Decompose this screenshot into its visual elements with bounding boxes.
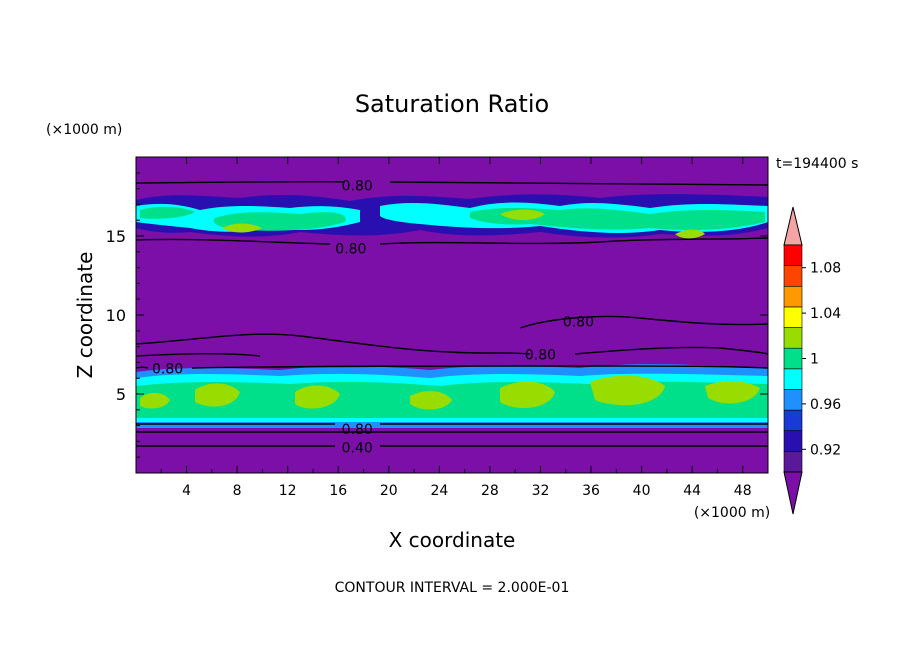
field-bands	[136, 180, 768, 447]
colorbar-band	[783, 409, 803, 432]
colorbar-band	[783, 285, 803, 308]
lower-lime-7	[140, 392, 170, 409]
lower-lime-1	[195, 383, 240, 407]
colorbar-label: 1.04	[810, 306, 841, 322]
colorbar-over-arrow	[783, 206, 803, 246]
colorbar-band	[783, 347, 803, 370]
y-axis: 5 10 15	[106, 172, 768, 458]
contour-interval-note: CONTOUR INTERVAL = 2.000E-01	[335, 580, 570, 596]
x-tick-label: 20	[380, 483, 398, 499]
x-tick-label: 28	[481, 483, 499, 499]
contour-labels: 0.80 0.80 0.80 0.80 0.80 0.80 0.40	[152, 178, 594, 456]
x-tick-label: 32	[532, 483, 550, 499]
upper-lime-1	[222, 223, 262, 233]
time-label: t=194400 s	[776, 156, 858, 172]
contour-label: 0.80	[525, 348, 556, 364]
x-tick-label: 4	[182, 483, 191, 499]
colorbar-band	[783, 327, 803, 349]
contour-label: 0.40	[342, 441, 373, 457]
lower-lime-2	[295, 385, 340, 409]
y-unit-label: (×1000 m)	[46, 122, 122, 138]
contour-label: 0.80	[563, 314, 594, 330]
contour-label: 0.80	[152, 362, 183, 378]
colorbar-band	[783, 389, 803, 411]
colorbar-under-arrow	[783, 471, 803, 515]
x-axis: 4 8 12 16 20 24 28 32 36 40 44 48	[160, 157, 752, 499]
y-tick-label: 10	[106, 306, 126, 325]
lower-lime-4	[500, 381, 555, 408]
x-tick-label: 24	[430, 483, 448, 499]
contour-mid-3	[136, 352, 261, 357]
y-tick-label: 5	[116, 385, 126, 404]
x-unit-label: (×1000 m)	[694, 505, 770, 521]
contour-mid-1	[519, 315, 768, 329]
colorbar-band	[783, 430, 803, 452]
lower-lime-3	[410, 391, 452, 410]
x-tick-label: 16	[329, 483, 347, 499]
colorbar-band	[783, 244, 803, 266]
contour-upper-top	[136, 180, 768, 186]
colorbar-label: 1	[810, 352, 819, 368]
x-tick-label: 40	[633, 483, 651, 499]
colorbar: 0.92 0.96 1 1.04 1.08	[783, 206, 841, 515]
upper-lime-2	[500, 209, 545, 220]
x-tick-label: 36	[582, 483, 600, 499]
x-tick-label: 48	[734, 483, 752, 499]
plot-area: 0.80 0.80 0.80 0.80 0.80 0.80 0.40	[135, 156, 769, 474]
colorbar-band	[783, 368, 803, 390]
contour-lower-top	[136, 365, 768, 369]
x-tick-label: 44	[683, 483, 701, 499]
x-tick-label: 12	[279, 483, 297, 499]
contour-upper-bottom	[136, 237, 768, 245]
y-tick-label: 15	[106, 227, 126, 246]
contour-label: 0.80	[342, 178, 373, 194]
y-axis-label: Z coordinate	[73, 252, 97, 379]
colorbar-label: 1.08	[810, 261, 841, 277]
colorbar-band	[783, 451, 803, 473]
x-axis-label: X coordinate	[389, 528, 516, 552]
contour-label: 0.80	[335, 242, 366, 258]
contour-mid-2	[136, 333, 768, 355]
x-tick-label: 8	[233, 483, 242, 499]
colorbar-label: 0.92	[810, 442, 841, 458]
lower-lime-5	[590, 375, 665, 406]
colorbar-band	[783, 306, 803, 328]
upper-lime-3	[675, 229, 705, 239]
chart-title: Saturation Ratio	[355, 90, 549, 118]
colorbar-label: 0.96	[810, 397, 841, 413]
lower-lime-6	[705, 380, 760, 404]
contour-label: 0.80	[342, 422, 373, 438]
contour-lines	[136, 180, 768, 447]
upper-green-1	[140, 206, 195, 219]
colorbar-band	[783, 265, 803, 287]
